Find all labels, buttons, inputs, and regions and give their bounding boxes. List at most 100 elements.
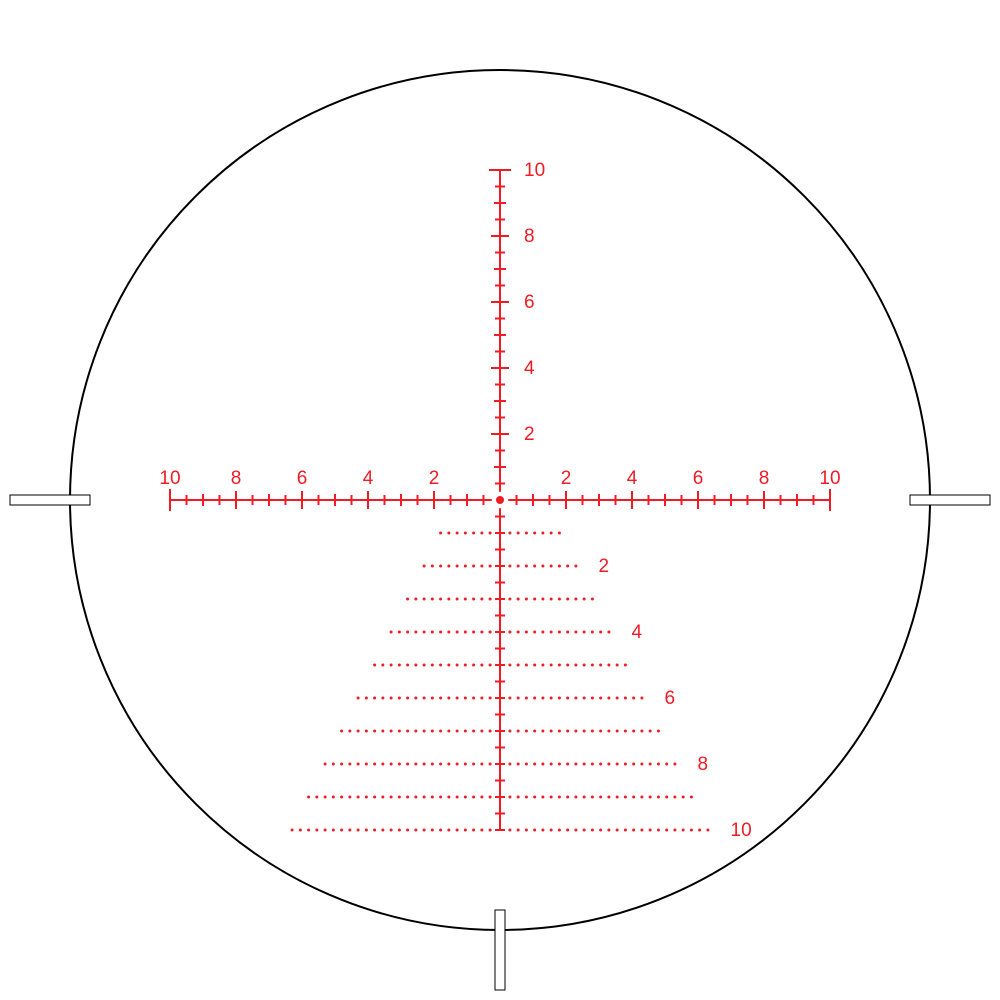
holdover-dot (533, 664, 536, 667)
holdover-dot (550, 796, 553, 799)
holdover-dot (365, 763, 368, 766)
holdover-dot (574, 763, 577, 766)
holdover-dot (439, 829, 442, 832)
holdover-dot (489, 829, 492, 832)
holdover-dot (690, 796, 693, 799)
holdover-dot (624, 763, 627, 766)
holdover-dot (706, 829, 709, 832)
holdover-dot (533, 565, 536, 568)
holdover-dot (550, 598, 553, 601)
holdover-dot (599, 763, 602, 766)
holdover-dot (464, 763, 467, 766)
holdover-dot (624, 829, 627, 832)
holdover-dot (525, 796, 528, 799)
h-axis-label: 8 (231, 468, 242, 489)
holdover-dot (472, 796, 475, 799)
holdover-dot (607, 697, 610, 700)
holdover-dot (624, 730, 627, 733)
holdover-dot (431, 796, 434, 799)
holdover-dot (616, 829, 619, 832)
holdover-dot (574, 664, 577, 667)
holdover-dot (533, 763, 536, 766)
holdover-dot (414, 763, 417, 766)
holdover-dot (525, 664, 528, 667)
holdover-dot (508, 763, 511, 766)
holdover-dot (607, 796, 610, 799)
holdover-dot (566, 664, 569, 667)
holdover-dot (472, 565, 475, 568)
holdover-dot (591, 829, 594, 832)
center-dot (496, 496, 504, 504)
holdover-dot (574, 631, 577, 634)
holdover-dot (480, 829, 483, 832)
holdover-dot (698, 829, 701, 832)
holdover-dot (340, 763, 343, 766)
holdover-dot (439, 631, 442, 634)
v-axis-top-label: 10 (524, 160, 545, 181)
holdover-dot (447, 664, 450, 667)
holdover-dot (299, 829, 302, 832)
h-axis-label: 2 (561, 468, 572, 489)
h-axis-label: 8 (759, 468, 770, 489)
holdover-dot (472, 829, 475, 832)
holdover-dot (406, 598, 409, 601)
holdover-dot (550, 664, 553, 667)
holdover-dot (423, 829, 426, 832)
holdover-dot (464, 631, 467, 634)
holdover-dot (673, 829, 676, 832)
holdover-dot (489, 598, 492, 601)
holdover-dot (525, 730, 528, 733)
holdover-dot (566, 763, 569, 766)
post-right (910, 495, 990, 505)
holdover-dot (599, 796, 602, 799)
holdover-dot (616, 697, 619, 700)
holdover-dot (665, 763, 668, 766)
holdover-dot (508, 796, 511, 799)
holdover-dot (464, 796, 467, 799)
holdover-dot (541, 631, 544, 634)
holdover-dot (456, 730, 459, 733)
holdover-dot (583, 697, 586, 700)
holdover-dot (431, 565, 434, 568)
holdover-dot (414, 631, 417, 634)
holdover-dot (480, 631, 483, 634)
holdover-dot (599, 664, 602, 667)
holdover-dot (508, 631, 511, 634)
holdover-dot (390, 829, 393, 832)
holdover-dot (558, 598, 561, 601)
holdover-dot (423, 631, 426, 634)
holdover-dot (657, 763, 660, 766)
holdover-dot (525, 532, 528, 535)
holdover-dot (649, 763, 652, 766)
holdover-dot (324, 829, 327, 832)
holdover-dot (406, 664, 409, 667)
holdover-dot (508, 829, 511, 832)
holdover-dot (406, 631, 409, 634)
holdover-dot (574, 730, 577, 733)
holdover-dot (541, 565, 544, 568)
holdover-dot (456, 763, 459, 766)
holdover-dot (439, 532, 442, 535)
holdover-dot (447, 763, 450, 766)
holdover-dot (447, 697, 450, 700)
h-axis-label: 6 (693, 468, 704, 489)
holdover-dot (607, 664, 610, 667)
holdover-dot (574, 796, 577, 799)
holdover-dot (489, 631, 492, 634)
holdover-dot (431, 829, 434, 832)
holdover-dot (447, 829, 450, 832)
holdover-dot (489, 763, 492, 766)
holdover-dot (649, 829, 652, 832)
holdover-dot (583, 730, 586, 733)
holdover-dot (591, 763, 594, 766)
holdover-dot (489, 565, 492, 568)
holdover-dot (665, 796, 668, 799)
holdover-dot (456, 532, 459, 535)
holdover-dot (348, 763, 351, 766)
holdover-dot (508, 697, 511, 700)
holdover-dot (340, 829, 343, 832)
holdover-dot (657, 829, 660, 832)
holdover-dot (398, 796, 401, 799)
holdover-dot (566, 631, 569, 634)
holdover-dot (439, 796, 442, 799)
